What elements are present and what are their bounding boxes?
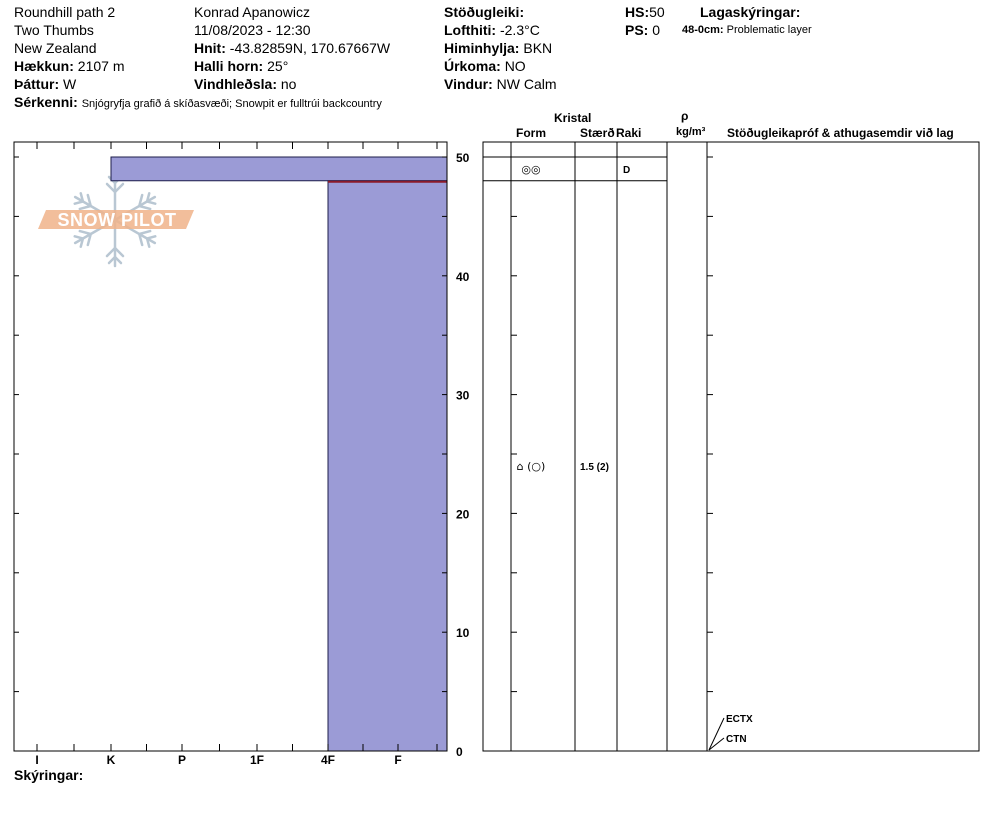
hardness-label-1f: 1F: [250, 753, 264, 767]
layer-rows: ◎◎ D ⌂ (○) 1.5 (2): [483, 156, 667, 473]
depth-label: 50: [456, 151, 470, 165]
wind-loading-label: Vindhleðsla:: [194, 76, 277, 92]
slope-row: Halli horn: 25°: [194, 58, 288, 75]
specifics-row: Sérkenni: Snjógryfja grafið á skíðasvæði…: [14, 94, 382, 111]
hardness-bar-1: [110, 156, 448, 182]
rho-header: ρ: [681, 109, 689, 123]
stability-row: Stöðugleiki:: [444, 4, 524, 21]
air-temp-value: -2.3°C: [499, 22, 540, 38]
snowpilot-watermark: SNOW PILOT: [38, 172, 194, 268]
layer-form-2: ⌂ (○): [517, 460, 546, 473]
wind-loading-value: no: [280, 76, 297, 92]
axis-ticks: 0 10 20 30 40 50 I K P 1F 4F F: [14, 142, 713, 767]
form-header: Form: [516, 126, 546, 140]
observer: Konrad Apanowicz: [194, 4, 310, 20]
ps-label: PS:: [625, 22, 649, 38]
sky-label: Himinhylja:: [444, 40, 520, 56]
elevation-value: 2107 m: [77, 58, 125, 74]
hardness-bar-2: [327, 180, 448, 752]
watermark-banner: [38, 210, 194, 229]
precip-value: NO: [504, 58, 526, 74]
location: Roundhill path 2: [14, 4, 116, 20]
test-label-ctn: CTN: [726, 734, 747, 745]
tests-header: Stöðugleikapróf & athugasemdir við lag: [727, 126, 954, 140]
test-pointer-2: [708, 737, 725, 751]
coords-value: -43.82859N, 170.67667W: [229, 40, 391, 56]
hardness-label-p: P: [178, 753, 186, 767]
stability-label: Stöðugleiki:: [444, 4, 525, 20]
coords-label: Hnit:: [194, 40, 226, 56]
hs-value: 50: [649, 4, 665, 20]
sky-row: Himinhylja: BKN: [444, 40, 552, 57]
aspect-label: Þáttur:: [14, 76, 60, 92]
hardness-profile: [110, 156, 448, 752]
size-header: Stærð: [580, 126, 615, 140]
hs-row: HS:50: [625, 4, 665, 21]
depth-label: 10: [456, 626, 470, 640]
specifics-label: Sérkenni:: [14, 94, 78, 110]
legend-label: Skýringar:: [14, 767, 84, 783]
layer-table-frame: [482, 141, 980, 752]
hs-label: HS:: [625, 4, 650, 20]
aspect-value: W: [63, 76, 77, 92]
hardness-label-f: F: [394, 753, 401, 767]
elevation-row: Hækkun: 2107 m: [14, 58, 125, 75]
layer-form-1: ◎◎: [521, 163, 540, 176]
moisture-header: Raki: [616, 126, 642, 140]
hardness-label-i: I: [35, 753, 38, 767]
air-temp-label: Lofthiti:: [444, 22, 497, 38]
crystal-header: Kristal: [554, 111, 592, 125]
slope-label: Halli horn:: [194, 58, 264, 74]
depth-label: 0: [456, 745, 463, 759]
precip-row: Úrkoma: NO: [444, 58, 526, 75]
watermark-text: SNOW PILOT: [58, 210, 177, 230]
hardness-frame: [13, 141, 448, 752]
air-temp-row: Lofthiti: -2.3°C: [444, 22, 540, 39]
depth-label: 20: [456, 507, 470, 521]
density-unit-header: kg/m³: [676, 126, 706, 138]
sky-value: BKN: [523, 40, 553, 56]
slope-value: 25°: [267, 58, 289, 74]
specifics-value: Snjógryfja grafið á skíðasvæði; Snowpit …: [81, 98, 382, 110]
depth-label: 40: [456, 270, 470, 284]
wind-label: Vindur:: [444, 76, 493, 92]
hardness-label-4f: 4F: [321, 753, 335, 767]
stability-tests: ECTX CTN: [708, 714, 753, 751]
range: Two Thumbs: [14, 22, 94, 38]
depth-label: 30: [456, 389, 470, 403]
precip-label: Úrkoma:: [444, 58, 501, 74]
test-label-ectx: ECTX: [726, 714, 753, 725]
wind-value: NW Calm: [496, 76, 557, 92]
ps-row: PS: 0: [625, 22, 660, 39]
layer-notes-label: Lagaskýringar:: [700, 4, 801, 20]
layer-note-text: Problematic layer: [726, 24, 812, 36]
wind-row: Vindur: NW Calm: [444, 76, 557, 93]
ps-value: 0: [652, 22, 661, 38]
country: New Zealand: [14, 40, 97, 56]
aspect-row: Þáttur: W: [14, 76, 76, 93]
elevation-label: Hækkun:: [14, 58, 74, 74]
layer-note-depth: 48-0cm:: [682, 24, 724, 36]
layer-note: 48-0cm: Problematic layer: [682, 24, 812, 37]
datetime: 11/08/2023 - 12:30: [194, 22, 311, 38]
wind-loading-row: Vindhleðsla: no: [194, 76, 296, 93]
coords-row: Hnit: -43.82859N, 170.67667W: [194, 40, 390, 57]
layer-size-2: 1.5 (2): [580, 462, 609, 473]
test-pointer-1: [708, 717, 725, 751]
hardness-label-k: K: [107, 753, 116, 767]
layer-moisture-1: D: [623, 165, 630, 176]
